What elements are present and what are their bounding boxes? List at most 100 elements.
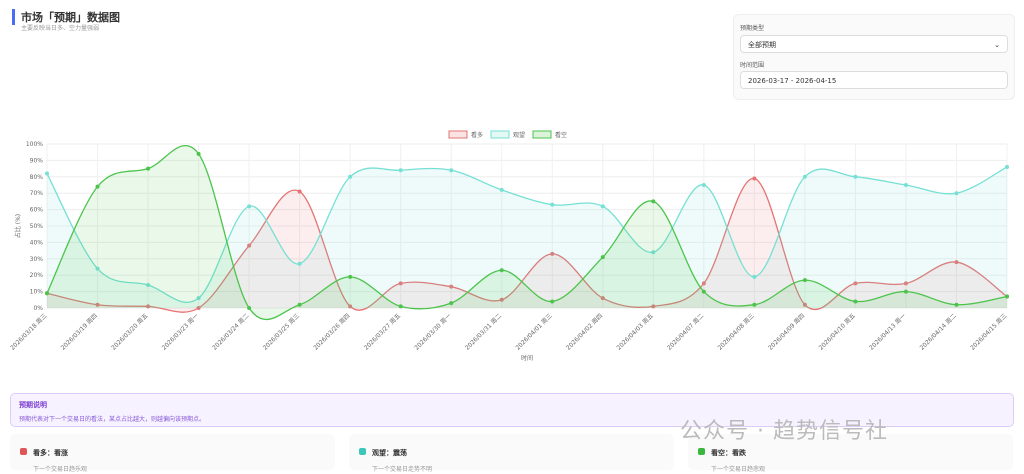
card-desc: 下一个交易日趋悲观 <box>711 466 766 473</box>
data-point <box>297 189 302 194</box>
legend-swatch <box>448 130 468 139</box>
data-point <box>499 297 504 302</box>
page-title: 市场「预期」数据图 <box>12 9 120 25</box>
y-tick-label: 60% <box>30 207 44 214</box>
legend-label: 观望 <box>513 131 525 139</box>
card-icon <box>698 448 705 455</box>
watermark: 公众号 · 趋势信号社 <box>680 419 888 444</box>
x-tick-label: 2026/03/30 周一 <box>413 312 452 351</box>
data-point <box>398 281 403 286</box>
card: 观望：震荡 下一个交易日走势不明 <box>349 434 674 473</box>
data-point <box>550 251 555 256</box>
data-point <box>1005 164 1009 169</box>
y-tick-label: 70% <box>30 190 44 197</box>
card-title: 看空：看跌 <box>711 449 746 457</box>
y-tick-label: 40% <box>30 239 44 246</box>
y-tick-label: 20% <box>30 272 44 279</box>
x-tick-label: 2026/04/01 周三 <box>514 312 553 351</box>
x-tick-label: 2026/03/20 周五 <box>110 312 149 351</box>
data-point <box>752 176 757 181</box>
y-tick-label: 30% <box>30 256 44 263</box>
data-point <box>45 291 49 296</box>
data-point <box>903 183 908 187</box>
data-point <box>802 174 807 179</box>
data-point <box>196 151 201 156</box>
y-tick-label: 0% <box>33 305 43 312</box>
data-point <box>752 302 757 307</box>
notes-text: 预期代表对下一个交易日的看法，某点占比越大，则越偏向该预期点。 <box>19 416 206 423</box>
x-tick-label: 2026/04/03 周五 <box>615 312 654 351</box>
x-tick-label: 2026/04/13 周一 <box>868 312 907 351</box>
x-tick-label: 2026/04/09 周四 <box>767 312 806 351</box>
data-point <box>853 281 858 286</box>
data-point <box>499 268 504 273</box>
data-point <box>196 296 201 301</box>
data-point <box>600 255 605 260</box>
data-point <box>398 304 403 309</box>
data-point <box>853 299 858 304</box>
card: 看空：看跌下一个交易日趋悲观 <box>688 434 1013 473</box>
data-point <box>196 306 201 310</box>
x-axis-title: 时间 <box>521 354 533 362</box>
type-select[interactable]: 全部预期 ⌄ <box>740 35 1008 53</box>
data-point <box>802 302 807 307</box>
filter-panel: 预期类型 全部预期 ⌄ 时间范围 2026-03-17 - 2026-04-15 <box>733 14 1015 100</box>
y-tick-label: 90% <box>30 157 44 164</box>
data-point <box>449 284 454 289</box>
series-area <box>47 145 1007 320</box>
data-point <box>247 306 252 310</box>
y-tick-label: 50% <box>30 223 44 230</box>
data-point <box>802 278 807 283</box>
data-point <box>701 183 706 187</box>
x-tick-label: 2026/04/15 周三 <box>969 312 1008 351</box>
x-tick-label: 2026/03/18 周三 <box>9 312 48 351</box>
x-tick-label: 2026/03/31 周二 <box>464 312 503 351</box>
data-point <box>146 166 151 171</box>
select-value: 全部预期 <box>748 41 776 49</box>
x-tick-label: 2026/03/23 周一 <box>161 312 200 351</box>
x-tick-label: 2026/04/02 周四 <box>565 312 604 351</box>
data-point <box>95 302 100 307</box>
card-icon <box>20 448 27 455</box>
notes-title: 预期说明 <box>19 401 47 409</box>
x-tick-label: 2026/03/27 周五 <box>363 312 402 351</box>
data-point <box>247 243 252 248</box>
legend-swatch <box>532 130 552 139</box>
chevron: ⌄ <box>994 41 1000 49</box>
x-tick-label: 2026/03/24 周二 <box>211 312 250 351</box>
legend-swatch <box>490 130 510 139</box>
x-tick-label: 2026/04/07 周二 <box>666 312 705 351</box>
data-point <box>398 168 403 173</box>
filter-label: 预期类型 <box>740 25 765 32</box>
data-point <box>903 281 908 286</box>
data-point <box>701 289 706 294</box>
range-input[interactable]: 2026-03-17 - 2026-04-15 <box>740 71 1008 89</box>
data-point <box>95 184 100 189</box>
data-point <box>954 260 959 265</box>
data-point <box>903 289 908 294</box>
data-point <box>752 274 757 279</box>
data-point <box>146 283 151 288</box>
data-point <box>449 301 454 306</box>
data-point <box>95 266 100 271</box>
series-area <box>47 178 1007 313</box>
card-title: 观望：震荡 <box>372 449 407 457</box>
data-point <box>600 296 605 301</box>
series-line <box>46 177 1008 313</box>
data-point <box>247 204 252 209</box>
chart: 0% 10% 20% 30% 40% 50% 60% 70% 80% 90% 100% 2026/03… <box>9 130 1009 362</box>
x-tick-label: 2026/04/10 周五 <box>818 312 857 351</box>
data-point <box>297 302 302 307</box>
data-point <box>146 304 151 309</box>
data-point <box>954 191 959 196</box>
card-title: 看多：看涨 <box>33 449 68 457</box>
series-area <box>47 166 1007 308</box>
page-subtitle: 主要反映当日多、空力量强弱 <box>21 25 100 32</box>
data-point <box>348 274 353 279</box>
data-point <box>651 250 656 255</box>
data-point <box>449 168 454 173</box>
card-icon <box>359 448 366 455</box>
data-point <box>651 199 656 204</box>
data-point <box>1005 294 1009 299</box>
